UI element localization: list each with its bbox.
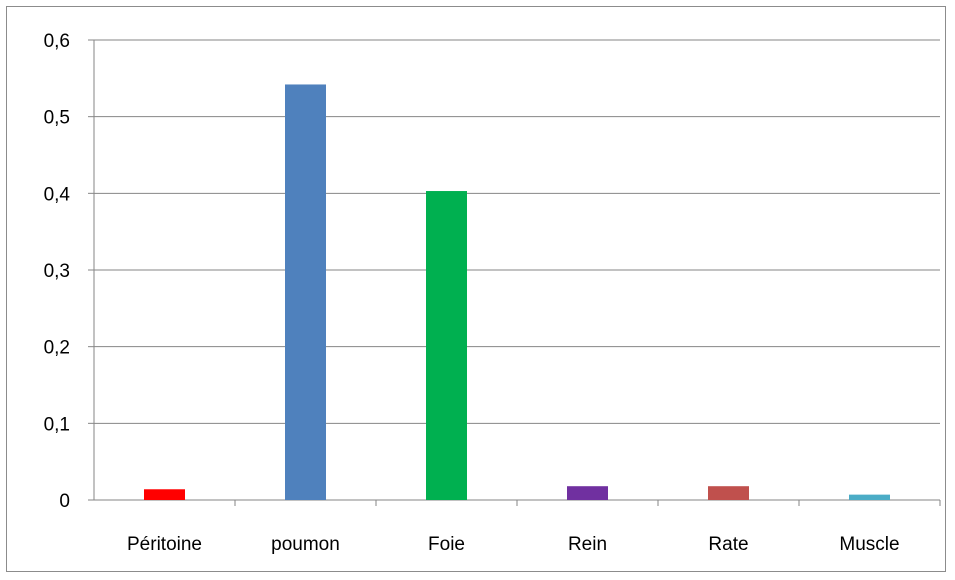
y-tick-label: 0 bbox=[59, 491, 70, 512]
gridlines bbox=[88, 39, 941, 506]
x-tick-label: poumon bbox=[271, 534, 340, 555]
bar-5 bbox=[708, 486, 749, 500]
bar-2 bbox=[285, 84, 326, 500]
bar-6 bbox=[849, 494, 890, 500]
x-tick-label: Rate bbox=[708, 534, 748, 555]
x-tick-label: Muscle bbox=[839, 534, 899, 555]
x-tick-label: Rein bbox=[568, 534, 607, 555]
bar-4 bbox=[567, 486, 608, 500]
x-tick-label: Foie bbox=[428, 534, 465, 555]
bars bbox=[144, 84, 890, 501]
x-tick-label: Péritoine bbox=[127, 534, 202, 555]
y-tick-label: 0,6 bbox=[44, 31, 70, 52]
bar-3 bbox=[426, 191, 467, 501]
axes bbox=[93, 40, 940, 501]
y-tick-label: 0,1 bbox=[44, 414, 70, 435]
y-tick-label: 0,5 bbox=[44, 108, 70, 129]
y-tick-label: 0,4 bbox=[44, 184, 71, 205]
y-tick-label: 0,3 bbox=[44, 261, 70, 282]
bar-1 bbox=[144, 489, 185, 500]
y-tick-label: 0,2 bbox=[44, 338, 70, 359]
y-tick-labels: 0 0,1 0,2 0,3 0,4 0,5 0,6 bbox=[44, 31, 71, 512]
x-tick-labels: Péritoine poumon Foie Rein Rate Muscle bbox=[127, 534, 900, 555]
chart-frame bbox=[6, 6, 946, 572]
